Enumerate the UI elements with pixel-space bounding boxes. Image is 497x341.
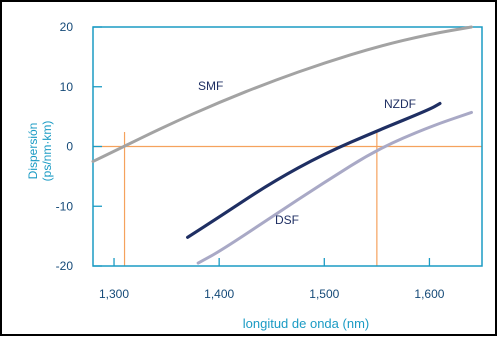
y-tick-label-10: 10 bbox=[60, 80, 74, 94]
series-label-dsf: DSF bbox=[275, 213, 299, 227]
y-axis-ticks: 20 10 0 -10 -20 bbox=[56, 20, 102, 273]
x-tick-label-1400: 1,400 bbox=[204, 287, 234, 301]
x-tick-label-1600: 1,600 bbox=[414, 287, 444, 301]
y-tick-label-20: 20 bbox=[60, 20, 74, 34]
series-label-nzdf: NZDF bbox=[384, 97, 416, 111]
x-axis-label: longitud de onda (nm) bbox=[243, 316, 369, 331]
series-label-smf: SMF bbox=[198, 79, 223, 93]
y-axis-label: Dispersión(ps/nm·km) bbox=[26, 121, 54, 182]
series-layer bbox=[91, 25, 473, 265]
y-tick-label-0: 0 bbox=[66, 140, 73, 154]
x-tick-label-1500: 1,500 bbox=[309, 287, 339, 301]
x-axis-ticks: 1,300 1,400 1,500 1,600 bbox=[99, 258, 445, 301]
series-line-dsf bbox=[196, 110, 473, 265]
x-tick-label-1300: 1,300 bbox=[99, 287, 129, 301]
y-tick-label--20: -20 bbox=[56, 259, 74, 273]
series-line-nzdf bbox=[186, 101, 442, 239]
series-line-smf bbox=[91, 25, 473, 163]
y-tick-label--10: -10 bbox=[56, 199, 74, 213]
